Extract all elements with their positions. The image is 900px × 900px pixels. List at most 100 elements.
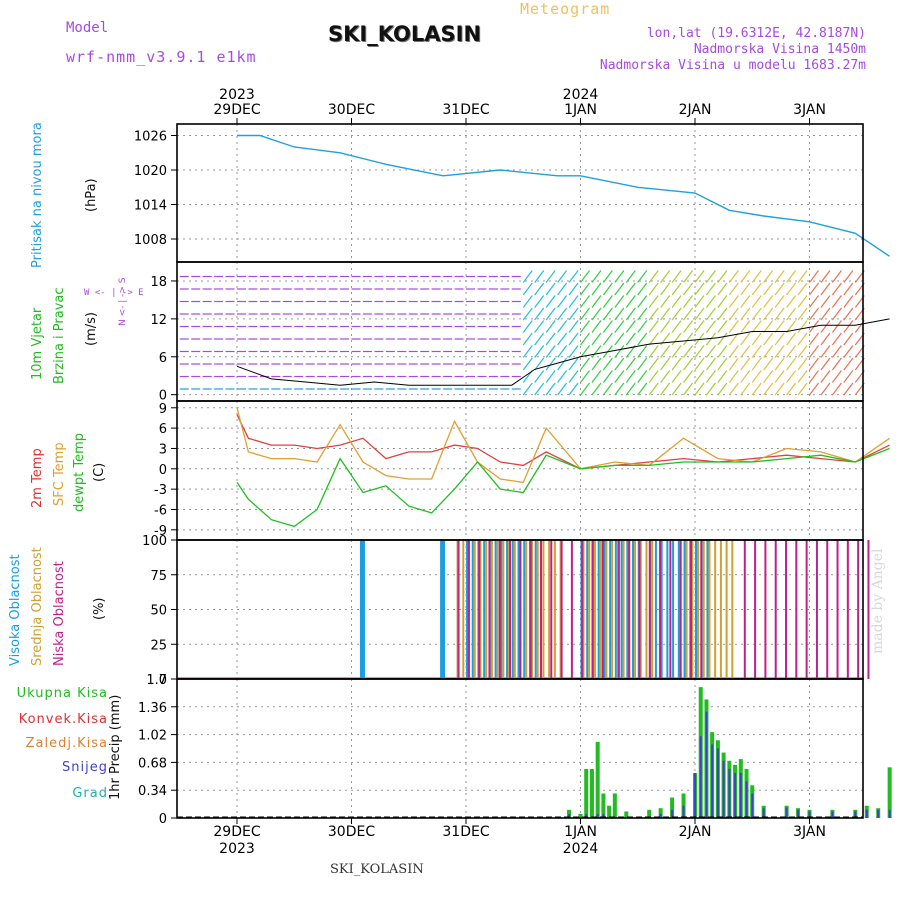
wind-barb [637, 332, 648, 346]
wind-barb [614, 345, 625, 358]
cloud-mid-bar [714, 540, 717, 679]
cloud-high-bar [483, 540, 486, 679]
cloud-mid-bar [719, 540, 722, 679]
wind-barb [568, 282, 579, 296]
wind-barb [763, 307, 774, 321]
wind-barb [625, 295, 636, 308]
wind-barb [591, 320, 602, 333]
precip-snow-bar [716, 748, 719, 818]
cloud-mid-bar [496, 540, 499, 679]
top-day-label: 30DEC [328, 102, 375, 118]
wind-barb [660, 345, 671, 358]
wind-barb [637, 382, 648, 396]
wind-barb [545, 270, 556, 283]
precip-ytick-label: 0.34 [138, 784, 167, 799]
pressure-ytick-label: 1026 [134, 130, 167, 145]
wind-barb [557, 270, 568, 283]
wind-barb [602, 282, 613, 296]
cloud-low-bar [743, 540, 746, 679]
cloud-low-bar [659, 540, 662, 679]
wind-barb [557, 370, 568, 383]
precip-ytick-label: 0 [159, 812, 167, 827]
wind-barb [534, 345, 545, 358]
wind-barb [671, 370, 682, 383]
cloud-low-bar [836, 540, 839, 679]
cloud-high-bar [517, 540, 520, 679]
wind-barb [763, 295, 774, 308]
wind-barb [614, 307, 625, 321]
wind-barb [580, 295, 590, 308]
wind-barb [625, 357, 636, 371]
legend-freezing-rain: Zaledj.Kisa [25, 736, 108, 751]
wind-barb [534, 320, 545, 333]
product-title: Meteogram [520, 0, 611, 18]
wind-barb [843, 382, 854, 396]
cloud-high-bar [677, 540, 680, 679]
precip-ytick-label: 0.68 [138, 756, 167, 771]
wind-barb [534, 270, 545, 283]
cloud-low-bar [795, 540, 798, 679]
precip-snow-bar [722, 760, 725, 818]
wind-barb [602, 307, 613, 321]
wind-barb [534, 282, 545, 296]
top-day-label: 1JAN [564, 102, 597, 118]
precip-snow-bar [711, 744, 714, 818]
cloud-mid-bar [639, 540, 642, 679]
wind-barb [557, 382, 568, 396]
cloud-low-bar [560, 540, 563, 679]
wind-barb [797, 382, 808, 396]
wind-barb [843, 307, 854, 321]
cloud-mid-bar [611, 540, 614, 679]
wind-barb [774, 370, 785, 383]
wind-barb [671, 295, 682, 308]
wind-barb [751, 295, 762, 308]
wind-barb [614, 370, 625, 383]
wind-barb [751, 382, 762, 396]
wind-barb [568, 320, 579, 333]
wind-barb [557, 345, 568, 358]
wind-barb [797, 320, 808, 333]
wind-barb [671, 282, 682, 296]
wind-barb [648, 370, 659, 383]
wind-barb [545, 307, 556, 321]
precip-snow-bar [808, 811, 811, 818]
cloud-mid-bar [502, 540, 505, 679]
wind-barb [625, 270, 636, 283]
cloud-high-bar [654, 540, 657, 679]
wind-barb [751, 345, 762, 358]
wind-barb [580, 320, 590, 333]
wind-barb [522, 295, 533, 308]
legend-total-rain: Ukupna Kisa [16, 686, 108, 701]
wind-barb [648, 345, 659, 358]
wind-barb [717, 282, 728, 296]
wind-barb [740, 332, 751, 346]
location-title: SKI_KOLASIN [328, 22, 482, 46]
wind-barb [545, 295, 556, 308]
wind-barb [705, 282, 716, 296]
wind-barb [843, 282, 854, 296]
wind-barb [671, 357, 682, 371]
wind-barb [568, 270, 579, 283]
wind-barb [728, 345, 739, 358]
wind-barb [809, 282, 819, 296]
precip-snow-bar [734, 773, 737, 818]
wind-barb [625, 320, 636, 333]
precip-rain-bar [584, 768, 589, 818]
wind-barb [694, 270, 705, 283]
model-version: wrf-nmm_v3.9.1 e1km [66, 48, 257, 66]
precip-snow-bar [659, 813, 662, 818]
wind-barb [648, 332, 659, 346]
wind-barb [705, 295, 716, 308]
wind-barb [580, 382, 590, 396]
precip-rain-bar [624, 811, 629, 818]
wind-barb [660, 382, 671, 396]
elevation: Nadmorska Visina 1450m [693, 42, 866, 57]
wind-barb [545, 382, 556, 396]
pressure-ytick-label: 1008 [134, 233, 167, 248]
wind-barb [797, 270, 808, 283]
cloud-mid-bar [651, 540, 654, 679]
wind-barb [568, 382, 579, 396]
wind-barb [614, 295, 625, 308]
wind-barb [763, 332, 774, 346]
wind-barb [614, 332, 625, 346]
